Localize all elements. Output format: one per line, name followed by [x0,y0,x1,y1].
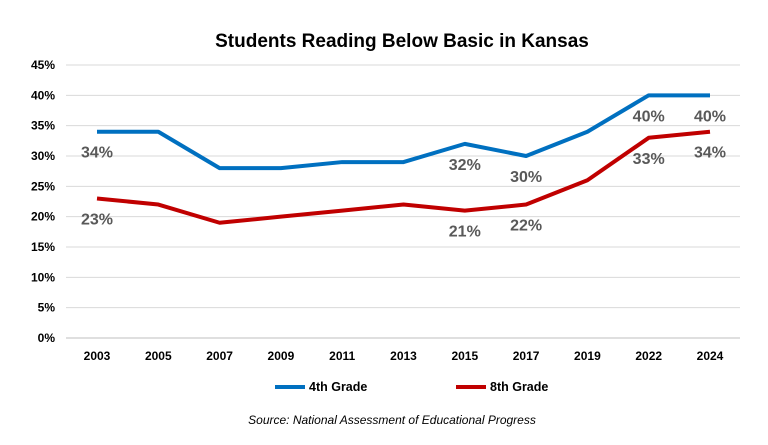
y-tick-label: 10% [31,270,55,284]
x-tick-label: 2007 [206,349,233,363]
y-tick-label: 40% [31,88,55,102]
data-label: 23% [81,211,113,228]
legend-label: 4th Grade [309,380,367,394]
y-tick-label: 25% [31,179,55,193]
legend-label: 8th Grade [490,380,548,394]
x-tick-label: 2013 [390,349,417,363]
x-tick-label: 2003 [84,349,111,363]
y-tick-label: 30% [31,149,55,163]
x-tick-label: 2024 [697,349,724,363]
series-line-8th-grade [96,129,711,225]
y-tick-label: 20% [31,210,55,224]
y-tick-label: 5% [38,301,56,315]
data-label: 40% [694,108,726,125]
x-tick-label: 2019 [574,349,601,363]
data-label: 33% [633,151,665,168]
x-tick-label: 2015 [451,349,478,363]
series-line-4th-grade [97,93,710,171]
source-note: Source: National Assessment of Education… [248,413,536,427]
y-tick-label: 0% [38,331,56,345]
chart-title: Students Reading Below Basic in Kansas [215,31,589,52]
x-tick-label: 2022 [635,349,662,363]
y-tick-label: 35% [31,119,55,133]
data-label: 21% [449,224,481,241]
data-label: 34% [81,145,113,162]
x-tick-label: 2017 [513,349,540,363]
data-label: 40% [633,108,665,125]
data-label: 32% [449,157,481,174]
y-tick-label: 45% [31,58,55,72]
data-label: 22% [510,218,542,235]
x-tick-label: 2009 [268,349,295,363]
y-tick-label: 15% [31,240,55,254]
x-tick-label: 2011 [329,349,355,363]
x-tick-label: 2005 [145,349,172,363]
data-label: 30% [510,169,542,186]
data-label: 34% [694,145,726,162]
